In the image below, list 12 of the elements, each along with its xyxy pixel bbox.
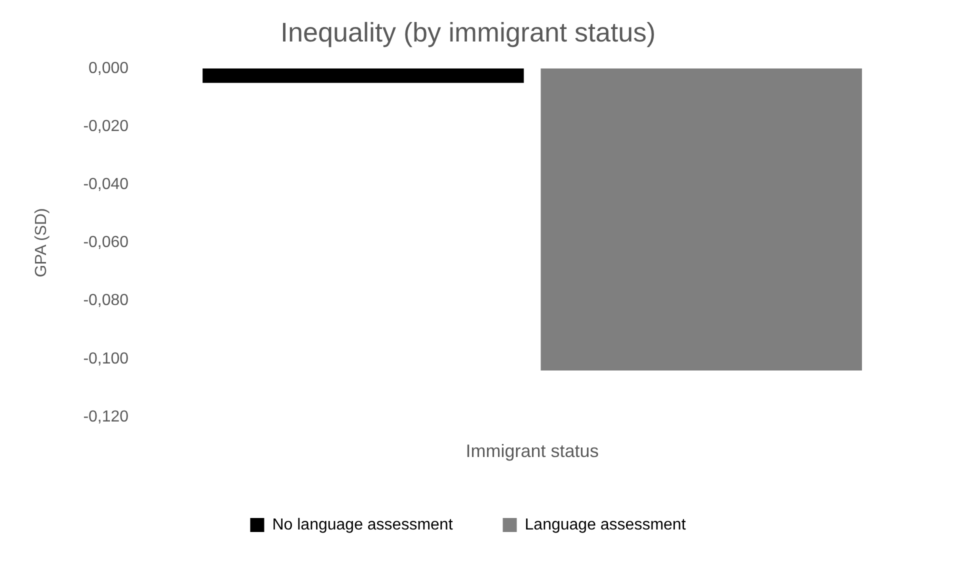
y-tick-label: -0,120 [83, 408, 129, 426]
y-tick-label: -0,100 [83, 350, 129, 368]
y-tick-label: -0,020 [83, 118, 129, 135]
y-tick-label: -0,060 [83, 234, 129, 252]
y-tick-label: -0,040 [83, 176, 129, 194]
y-axis-title: GPA (SD) [33, 208, 50, 278]
y-tick-label: -0,080 [83, 292, 129, 310]
legend-label: Language assessment [524, 516, 686, 534]
legend-label: No language assessment [272, 516, 454, 534]
x-axis-title: Immigrant status [466, 441, 599, 462]
y-tick-label: 0,000 [88, 60, 129, 77]
chart-title: Inequality (by immigrant status) [280, 18, 656, 48]
